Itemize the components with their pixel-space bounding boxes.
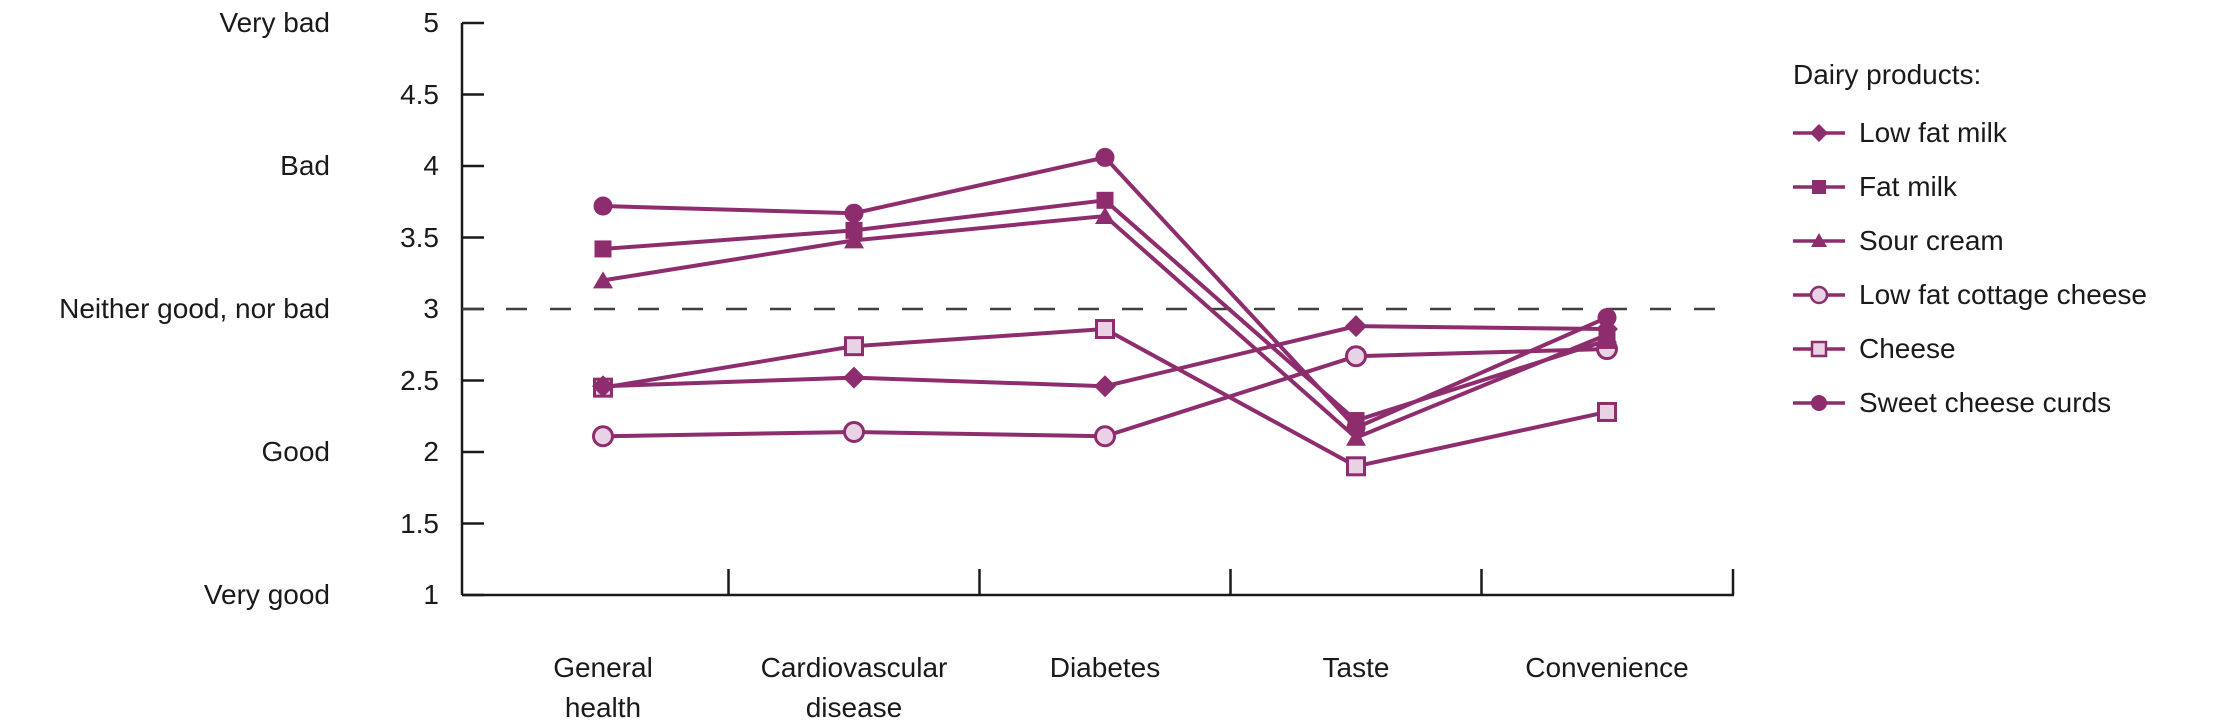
series-low-fat-cottage-cheese-marker xyxy=(1094,425,1116,448)
legend-sample xyxy=(1793,282,1845,308)
legend-items: Low fat milk Fat milk Sour cream Low fat co… xyxy=(1793,106,2147,430)
series-sweet-cheese-curds-marker xyxy=(1095,147,1115,167)
legend-fat-milk-square-icon xyxy=(1793,180,1845,194)
x-axis-category-label-line: Convenience xyxy=(1525,652,1689,683)
x-axis-category-label-line: disease xyxy=(805,692,903,723)
legend-label: Cheese xyxy=(1859,333,1956,364)
legend-sample xyxy=(1793,228,1845,254)
legend-sample xyxy=(1793,174,1845,200)
series-cheese-marker xyxy=(1597,401,1617,422)
series-sour-cream-marker xyxy=(1346,428,1366,446)
x-axis-category-label: Taste xyxy=(1196,648,1516,688)
legend-label: Low fat cottage cheese xyxy=(1859,279,2147,310)
series-low-fat-cottage-cheese-marker xyxy=(843,420,865,443)
series-cheese-marker xyxy=(1095,319,1115,340)
series-low-fat-milk-marker xyxy=(1345,315,1367,338)
x-axis-category-label-line: health xyxy=(564,692,642,723)
legend-label: Sour cream xyxy=(1859,225,2004,256)
legend-item-sour-cream: Sour cream xyxy=(1793,214,2147,268)
legend-item-fat-milk: Fat milk xyxy=(1793,160,2147,214)
legend-sample xyxy=(1793,390,1845,416)
y-axis-qualitative-label: Neither good, nor bad xyxy=(59,293,330,324)
series-sweet-cheese-curds-marker xyxy=(844,203,864,223)
series-cheese-marker xyxy=(1346,456,1366,477)
legend-low-fat-cottage-cheese-circle-icon xyxy=(1793,285,1845,305)
legend-item-cheese: Cheese xyxy=(1793,322,2147,376)
x-axis-category-label: General health xyxy=(443,648,763,727)
y-axis-qualitative-label: Bad xyxy=(280,150,330,181)
legend-item-low-fat-cottage-cheese: Low fat cottage cheese xyxy=(1793,268,2147,322)
series-sour-cream-marker xyxy=(593,271,613,289)
series-sweet-cheese-curds-marker xyxy=(593,196,613,216)
series-low-fat-cottage-cheese-marker xyxy=(1345,345,1367,368)
y-axis-tick-label: 4 xyxy=(423,150,439,181)
y-axis-tick-label: 3 xyxy=(423,293,439,324)
y-axis-tick-label: 2.5 xyxy=(400,364,439,396)
series-fat-milk-marker xyxy=(594,240,612,258)
legend-low-fat-milk-diamond-icon xyxy=(1793,124,1845,142)
series-cheese-marker xyxy=(844,336,864,357)
series-fat-milk-marker xyxy=(1347,412,1365,430)
legend-title: Dairy products: xyxy=(1793,59,1982,90)
legend-label: Fat milk xyxy=(1859,171,1957,202)
x-axis-category-label-line: Taste xyxy=(1322,652,1390,683)
y-axis-qualitative-label: Good xyxy=(261,436,331,467)
legend-item-low-fat-milk: Low fat milk xyxy=(1793,106,2147,160)
series-low-fat-milk-marker xyxy=(592,375,614,398)
series-sour-cream-marker xyxy=(844,231,864,249)
y-axis-tick-label: 2 xyxy=(423,436,439,467)
legend-sour-cream-triangle-icon xyxy=(1793,233,1845,247)
series-low-fat-milk-marker xyxy=(1094,375,1116,398)
legend-sweet-cheese-curds-circle-icon xyxy=(1793,395,1845,411)
x-axis-category-label: Cardiovascular disease xyxy=(694,648,1014,727)
y-axis-qualitative-label: Very bad xyxy=(219,7,330,38)
legend: Dairy products: Low fat milk Fat milk Sour… xyxy=(1793,52,2147,430)
legend-item-sweet-cheese-curds: Sweet cheese curds xyxy=(1793,376,2147,430)
legend-sample xyxy=(1793,120,1845,146)
series-low-fat-milk-marker xyxy=(1596,318,1618,341)
y-axis-tick-label: 1 xyxy=(423,579,439,610)
x-axis-category-label: Convenience xyxy=(1447,648,1767,688)
x-axis-category-label: Diabetes xyxy=(945,648,1265,688)
series-sweet-cheese-curds-marker xyxy=(1597,308,1617,328)
series-fat-milk-marker xyxy=(845,221,863,239)
x-axis-category-label-line: Diabetes xyxy=(1049,652,1161,683)
y-axis-tick-label: 1.5 xyxy=(400,507,439,539)
y-axis-tick-label: 5 xyxy=(423,7,439,38)
series-low-fat-cottage-cheese-marker xyxy=(592,425,614,448)
legend-cheese-square-icon xyxy=(1793,340,1845,358)
legend-label: Low fat milk xyxy=(1859,117,2007,148)
x-axis-category-label-line: Cardiovascular xyxy=(760,652,948,683)
series-low-fat-milk-marker xyxy=(843,366,865,389)
y-axis-tick-label: 3.5 xyxy=(400,221,439,253)
series-sour-cream-marker xyxy=(1095,207,1115,225)
y-axis-tick-label: 4.5 xyxy=(400,78,439,110)
series-fat-milk-marker xyxy=(1598,331,1616,349)
legend-sample xyxy=(1793,336,1845,362)
x-axis-category-label-line: General xyxy=(553,652,653,683)
legend-label: Sweet cheese curds xyxy=(1859,387,2112,418)
series-fat-milk-marker xyxy=(1096,191,1114,209)
y-axis-qualitative-label: Very good xyxy=(203,579,330,610)
